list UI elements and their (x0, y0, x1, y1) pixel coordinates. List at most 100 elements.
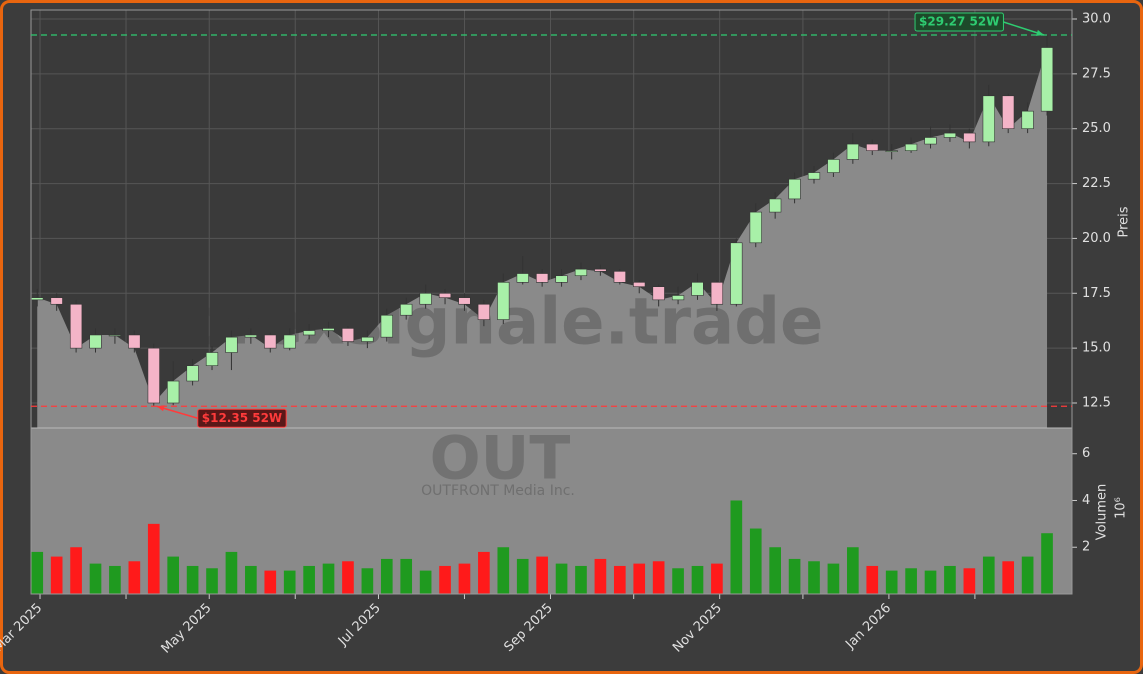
candle-body (89, 334, 102, 349)
candle-body (769, 198, 782, 213)
volume-bar (361, 568, 374, 594)
plot-frame (30, 9, 1073, 595)
candle-body (31, 297, 44, 301)
volume-bar (633, 563, 646, 594)
volume-bar (516, 558, 529, 594)
volume-bar (1021, 556, 1034, 594)
volume-bar (555, 563, 568, 594)
volume-bar (89, 563, 102, 594)
volume-bar (652, 561, 665, 594)
candle-body (419, 292, 432, 305)
y-tick-label: 17.5 (1082, 286, 1111, 301)
candle-body (458, 297, 471, 305)
candle-body (322, 328, 335, 331)
company-watermark: OUTFRONT Media Inc. (421, 483, 575, 499)
volume-bar (50, 556, 63, 594)
candle-body (652, 286, 665, 301)
volume-bar (109, 565, 121, 594)
y-tick-label: 15.0 (1082, 341, 1111, 356)
candle-body (1040, 47, 1054, 112)
candle-body (438, 292, 452, 298)
candle-body (943, 132, 957, 138)
candle-body (827, 159, 840, 173)
volume-bar (245, 565, 257, 594)
candle-body (108, 334, 122, 337)
volume-bar (691, 565, 704, 594)
candle-body (1021, 110, 1034, 130)
candle-body (885, 150, 898, 152)
candle-body (128, 334, 141, 349)
volume-bar (303, 565, 315, 594)
candle-body (400, 303, 413, 316)
candle-body (924, 137, 937, 145)
y-tick-label: 27.5 (1082, 66, 1111, 81)
annotation-label: $29.27 52W (919, 15, 999, 29)
volume-bar (206, 568, 218, 594)
volume-bar (944, 565, 956, 594)
candle-body (866, 143, 879, 151)
volume-bar (186, 565, 199, 594)
candle-body (477, 303, 491, 320)
volume-bar (70, 547, 82, 594)
candle-body (244, 334, 257, 338)
candle-body (807, 172, 821, 180)
volume-bar (866, 565, 879, 594)
volume-panel (31, 428, 1072, 594)
watermark: forexsignale.trade (157, 286, 824, 360)
candle-body (982, 95, 995, 143)
y-tick-label: 12.5 (1082, 395, 1111, 410)
candle-body (50, 297, 63, 305)
volume-tick-label: 2 (1082, 540, 1090, 555)
y-tick-label: 20.0 (1082, 231, 1111, 246)
volume-bar (400, 558, 413, 594)
volume-axis-label: Volumen (1095, 484, 1110, 541)
volume-bar (672, 568, 684, 594)
volume-bar (419, 570, 432, 594)
candle-body (516, 273, 529, 283)
y-tick-label: 25.0 (1082, 121, 1111, 136)
candle-body (904, 143, 918, 151)
volume-bar (905, 568, 917, 594)
volume-bar (594, 558, 607, 594)
candle-body (380, 314, 393, 338)
volume-bar (575, 565, 587, 594)
volume-bar (458, 563, 471, 594)
candle-body (186, 365, 199, 382)
candle-body (361, 336, 374, 342)
volume-bar (283, 570, 296, 594)
candle-body (691, 282, 704, 296)
y-tick-label: 22.5 (1082, 176, 1111, 191)
volume-bar (749, 528, 762, 594)
candle-body (710, 282, 724, 305)
volume-bar (497, 547, 510, 594)
arrow-head (156, 405, 165, 412)
volume-bar (1002, 561, 1015, 594)
volume-bar (31, 551, 44, 594)
candle-body (671, 295, 685, 301)
symbol-watermark: OUT (430, 424, 571, 494)
candle-body (555, 275, 568, 283)
candle-body (788, 178, 801, 200)
volume-bar (225, 551, 238, 594)
candle-body (574, 268, 588, 277)
volume-bar (342, 561, 354, 594)
candle-body (225, 336, 238, 353)
volume-bar (128, 561, 141, 594)
y-axis-label: Preis (1117, 206, 1132, 237)
candle-body (613, 271, 626, 283)
volume-bar (885, 570, 898, 594)
volume-bar (730, 500, 743, 594)
volume-bar (478, 551, 490, 594)
volume-bar (147, 523, 160, 594)
candle-body (69, 303, 83, 349)
candle-body (264, 334, 277, 349)
annotation-label: $12.35 52W (202, 411, 282, 425)
volume-bar (439, 565, 451, 594)
candle-body (730, 242, 743, 305)
volume-bar (711, 563, 723, 594)
candle-body (167, 380, 180, 404)
volume-bar (982, 556, 995, 594)
candle-body (633, 282, 646, 287)
volume-bar (769, 547, 781, 594)
